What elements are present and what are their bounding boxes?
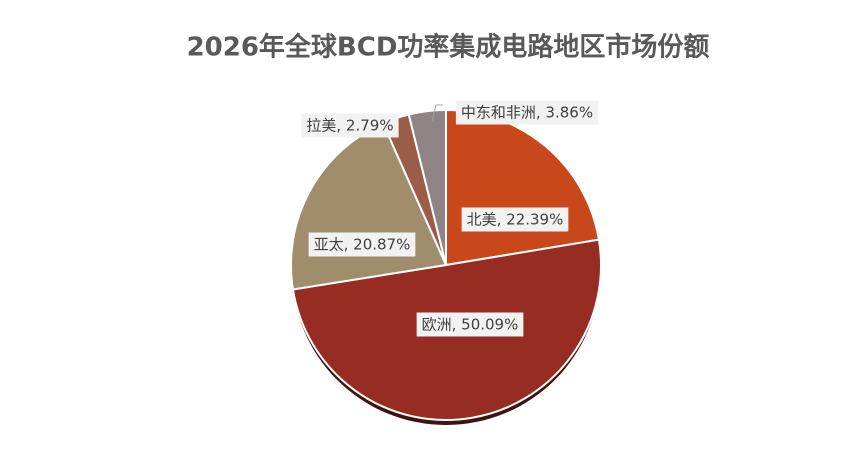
chart-title: 2026年全球BCD功率集成电路地区市场份额	[187, 32, 710, 63]
data-label: 亚太, 20.87%亚太	[308, 232, 416, 257]
data-label-box	[455, 100, 599, 125]
data-label: 欧洲, 50.09%欧洲	[416, 312, 524, 337]
data-label-box	[301, 113, 399, 138]
data-label: 北美, 22.39%北美	[461, 207, 569, 232]
data-label-text: 北美, 22.39%北美	[467, 211, 564, 229]
leader-line	[431, 104, 443, 122]
data-label-text: 拉美, 2.79%拉美	[306, 117, 393, 135]
data-label-box	[416, 312, 524, 337]
data-label: 拉美, 2.79%拉美	[301, 113, 399, 138]
data-label-text: 中东和非洲, 3.86%中东和非洲	[461, 104, 593, 122]
data-label-box	[461, 207, 569, 232]
data-label-box	[308, 232, 416, 257]
data-label: 中东和非洲, 3.86%中东和非洲	[455, 100, 599, 125]
pie-slice	[407, 108, 447, 266]
data-label-text: 亚太, 20.87%亚太	[314, 236, 411, 254]
data-label-text: 欧洲, 50.09%欧洲	[422, 316, 519, 334]
